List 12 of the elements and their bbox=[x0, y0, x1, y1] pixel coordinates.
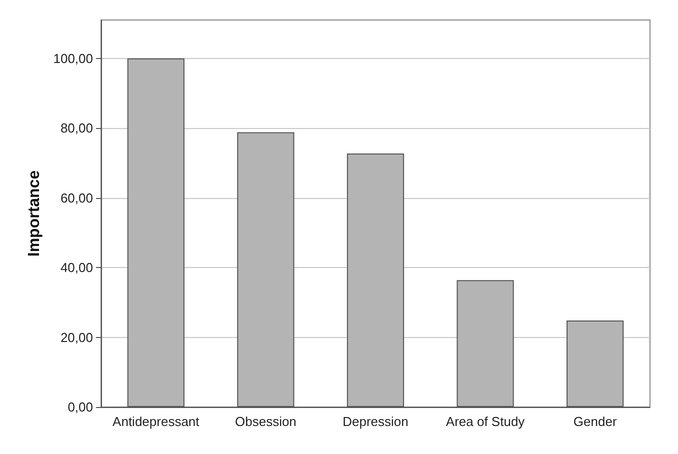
y-tick-label: 80,00 bbox=[60, 120, 93, 136]
y-tick-label: 100,00 bbox=[53, 50, 93, 66]
y-tick-label: 0,00 bbox=[68, 400, 93, 414]
x-tick-label: Gender bbox=[573, 414, 618, 429]
x-tick-label: Antidepressant bbox=[112, 414, 200, 429]
x-tick-label: Area of Study bbox=[446, 414, 526, 429]
y-axis-title: Importance bbox=[26, 170, 43, 257]
y-tick-label: 60,00 bbox=[60, 190, 93, 206]
y-tick-label: 20,00 bbox=[60, 330, 93, 345]
x-tick-label: Depression bbox=[342, 414, 408, 429]
x-tick-label: Obsession bbox=[234, 414, 296, 429]
y-tick-label: 40,00 bbox=[60, 260, 93, 276]
